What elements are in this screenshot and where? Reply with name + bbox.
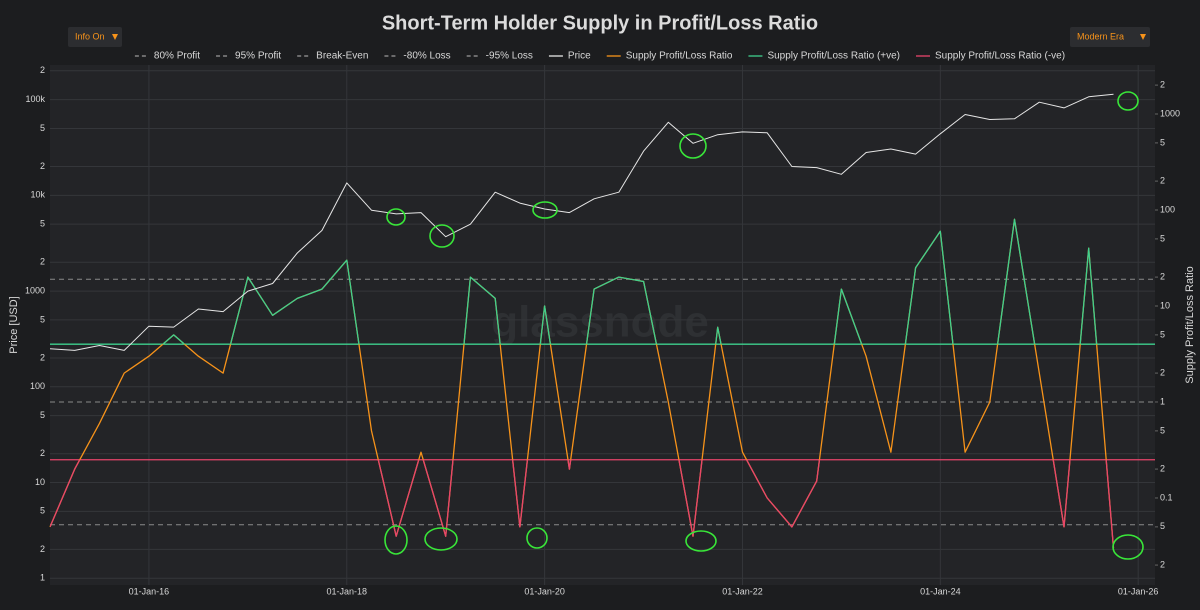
annotation-circle <box>679 133 707 159</box>
era-button-label[interactable]: Modern Era <box>1077 31 1124 41</box>
y-tick-label: 2 <box>40 448 45 458</box>
y-tick-label: 10k <box>30 190 45 200</box>
x-tick-label: 01-Jan-24 <box>920 586 961 596</box>
y-tick-label: 100 <box>30 381 45 391</box>
x-tick-label: 01-Jan-20 <box>524 586 565 596</box>
y2-tick-label: 2 <box>1160 175 1165 185</box>
legend-label: Supply Profit/Loss Ratio <box>626 51 733 62</box>
annotation-circle <box>386 208 406 226</box>
y-tick-label: 2 <box>40 65 45 75</box>
legend-label: Price <box>568 51 591 62</box>
y-tick-label: 100k <box>25 94 45 104</box>
legend-label: 80% Profit <box>154 51 200 62</box>
grid <box>50 65 1158 585</box>
y2-tick-label: 2 <box>1160 271 1165 281</box>
chart-title: Short-Term Holder Supply in Profit/Loss … <box>382 12 818 34</box>
info-button[interactable] <box>68 27 122 47</box>
y-tick-label: 5 <box>40 506 45 516</box>
y2-tick-label: 5 <box>1160 137 1165 147</box>
series-layer <box>49 93 1155 549</box>
y-tick-label: 2 <box>40 544 45 554</box>
legend-label: -80% Loss <box>403 51 450 62</box>
y-tick-label: 10 <box>35 477 45 487</box>
era-button[interactable] <box>1070 27 1150 47</box>
highlight-line <box>161 218 1098 345</box>
y2-tick-label: 2 <box>1160 559 1165 569</box>
dropdown-arrow[interactable] <box>112 34 118 40</box>
dropdown-arrow[interactable] <box>1140 34 1146 40</box>
annotation-circle <box>424 527 458 551</box>
y2-tick-label: 5 <box>1160 425 1165 435</box>
info-button-label[interactable]: Info On <box>75 31 105 41</box>
x-tick-label: 01-Jan-26 <box>1118 586 1159 596</box>
annotations <box>384 91 1144 560</box>
y2-tick-label: 1 <box>1160 396 1165 406</box>
plot-area <box>50 65 1155 585</box>
series-line <box>49 93 1114 351</box>
y-tick-label: 2 <box>40 161 45 171</box>
legend-label: 95% Profit <box>235 51 281 62</box>
y-tick-label: 5 <box>40 123 45 133</box>
legend-label: Supply Profit/Loss Ratio (+ve) <box>767 51 900 62</box>
x-tick-label: 01-Jan-16 <box>129 586 170 596</box>
annotation-circle <box>429 224 455 248</box>
annotation-circle <box>1117 91 1139 111</box>
y-tick-label: 5 <box>40 410 45 420</box>
x-tick-label: 01-Jan-22 <box>722 586 763 596</box>
y2-tick-label: 100 <box>1160 204 1175 214</box>
y2-axis-title: Supply Profit/Loss Ratio <box>1184 266 1196 383</box>
annotation-circle <box>526 527 548 549</box>
annotation-circle <box>685 530 717 552</box>
y-tick-label: 2 <box>40 352 45 362</box>
y2-tick-label: 2 <box>1160 463 1165 473</box>
y2-tick-label: 2 <box>1160 79 1165 89</box>
y2-tick-label: 2 <box>1160 367 1165 377</box>
annotation-circle <box>384 525 408 555</box>
watermark: glassnode <box>491 298 709 347</box>
y2-tick-label: 5 <box>1160 329 1165 339</box>
y2-tick-label: 5 <box>1160 233 1165 243</box>
y2-tick-label: 1000 <box>1160 108 1180 118</box>
legend-label: Break-Even <box>316 51 368 62</box>
y2-tick-label: 10 <box>1160 300 1170 310</box>
y-tick-label: 5 <box>40 314 45 324</box>
y-tick-label: 5 <box>40 219 45 229</box>
x-tick-label: 01-Jan-18 <box>327 586 368 596</box>
annotation-circle <box>1112 534 1144 560</box>
legend-label: Supply Profit/Loss Ratio (-ve) <box>935 51 1065 62</box>
y2-tick-label: 5 <box>1160 521 1165 531</box>
y-tick-label: 1000 <box>25 285 45 295</box>
y-tick-label: 1 <box>40 573 45 583</box>
y2-tick-label: 0.1 <box>1160 492 1173 502</box>
y-tick-label: 2 <box>40 257 45 267</box>
legend: 80% Profit 95% Profit Break-Even -80% Loss -… <box>134 51 1065 62</box>
y-axis-title: Price [USD] <box>8 296 20 353</box>
legend-label: -95% Loss <box>486 51 533 62</box>
annotation-circle <box>532 201 558 219</box>
